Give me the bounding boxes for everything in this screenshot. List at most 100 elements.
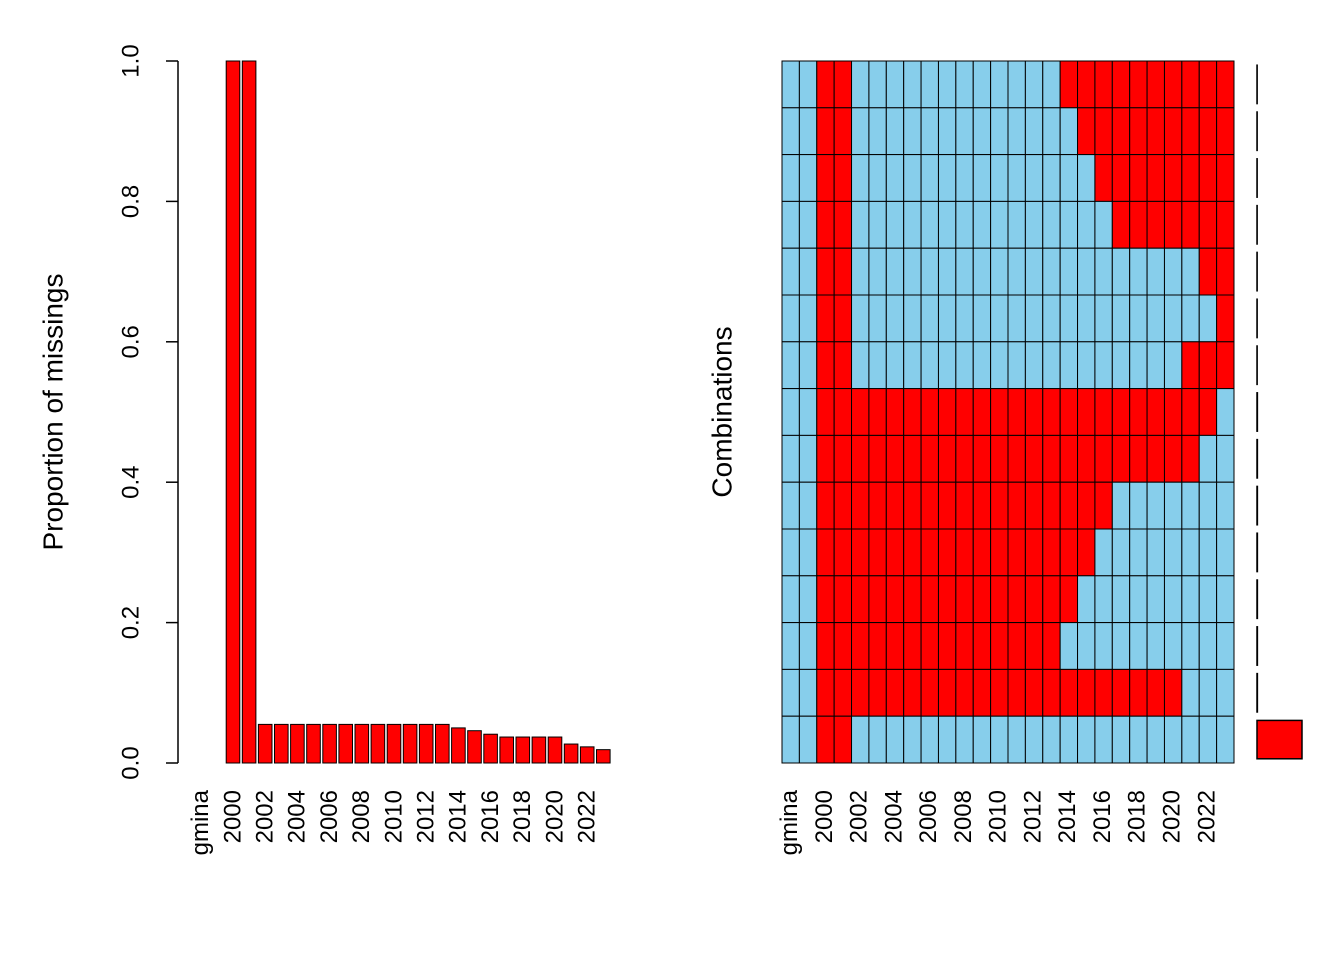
grid-cell [1199,61,1216,108]
grid-cell [886,342,903,389]
grid-cell [1112,389,1129,436]
grid-cell [938,482,955,529]
grid-cell [799,61,816,108]
grid-cell [817,576,834,623]
grid-cell [1217,669,1234,716]
grid-cell [1095,389,1112,436]
grid-cell [904,623,921,670]
grid-cell [1217,61,1234,108]
grid-cell [1095,482,1112,529]
grid-cell [973,108,990,155]
y-tick-label: 1.0 [117,44,144,77]
grid-cell [973,389,990,436]
grid-cell [1217,576,1234,623]
grid-cell [1060,482,1077,529]
grid-cell [1008,201,1025,248]
grid-cell [1182,389,1199,436]
grid-cell [852,248,869,295]
grid-cell [1008,389,1025,436]
x-tick-label: 2004 [880,790,907,843]
grid-cell [1078,295,1095,342]
grid-cell [886,435,903,482]
y-axis-label: Combinations [706,326,737,497]
grid-cell [973,201,990,248]
grid-cell [991,623,1008,670]
bar [291,724,305,763]
grid-cell [956,248,973,295]
grid-cell [1217,482,1234,529]
grid-cell [1164,482,1181,529]
grid-cell [1147,389,1164,436]
grid-cell [1025,108,1042,155]
x-tick-label: 2002 [252,790,279,843]
grid-cell [1164,108,1181,155]
grid-cell [1182,61,1199,108]
grid-cell [1130,248,1147,295]
grid-cell [1199,482,1216,529]
grid-cell [1112,248,1129,295]
grid-cell [1182,435,1199,482]
grid-cell [1078,61,1095,108]
grid-cell [1043,389,1060,436]
grid-cell [1112,435,1129,482]
grid-cell [904,669,921,716]
grid-cell [1112,342,1129,389]
grid-cell [1043,342,1060,389]
grid-cell [1043,295,1060,342]
grid-cell [1217,389,1234,436]
grid-cell [921,435,938,482]
grid-cell [834,248,851,295]
grid-cell [886,576,903,623]
grid-cell [1025,342,1042,389]
x-tick-label: 2014 [445,790,472,843]
grid-cell [1199,248,1216,295]
grid-cell [973,248,990,295]
grid-cell [1095,529,1112,576]
grid-cell [1060,248,1077,295]
grid-cell [852,155,869,202]
grid-cell [869,61,886,108]
grid-cell [1025,716,1042,763]
grid-cell [1147,435,1164,482]
grid-cell [904,108,921,155]
grid-cell [782,295,799,342]
grid-cell [886,61,903,108]
grid-cell [973,61,990,108]
grid-cell [938,155,955,202]
grid-cell [1025,576,1042,623]
grid-cell [1078,389,1095,436]
grid-cell [1147,248,1164,295]
grid-cell [1078,108,1095,155]
grid-cell [1095,201,1112,248]
grid-cell [1147,201,1164,248]
grid-cell [852,108,869,155]
x-tick-label: 2000 [219,790,246,843]
grid-cell [1078,342,1095,389]
grid-cell [799,389,816,436]
grid-cell [1217,295,1234,342]
grid-cell [852,576,869,623]
grid-cell [869,716,886,763]
grid-cell [817,342,834,389]
grid-cell [886,201,903,248]
grid-cell [817,716,834,763]
grid-cell [956,435,973,482]
grid-cell [938,389,955,436]
bar [242,61,256,763]
grid-cell [1147,669,1164,716]
bar [516,737,530,763]
bar [468,731,482,763]
grid-cell [973,529,990,576]
grid-cell [1095,61,1112,108]
grid-cell [1112,576,1129,623]
grid-cell [1008,716,1025,763]
grid-cell [1025,248,1042,295]
grid-cell [886,295,903,342]
grid-cell [1078,155,1095,202]
bar [500,737,514,763]
grid-cell [956,623,973,670]
grid-cell [852,201,869,248]
bar [597,750,611,763]
grid-cell [991,108,1008,155]
grid-cell [904,716,921,763]
